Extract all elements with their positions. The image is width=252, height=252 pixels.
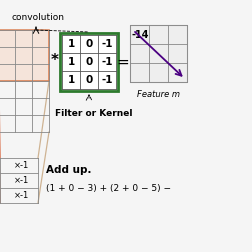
Text: =: = bbox=[117, 54, 129, 70]
Text: 0: 0 bbox=[85, 57, 93, 67]
Text: 1: 1 bbox=[67, 39, 75, 49]
Text: -14: -14 bbox=[132, 29, 149, 40]
Text: 0: 0 bbox=[85, 39, 93, 49]
Text: 1: 1 bbox=[67, 75, 75, 85]
Bar bbox=[60, 33, 118, 91]
Text: ×-1: ×-1 bbox=[13, 191, 29, 200]
Text: convolution: convolution bbox=[12, 14, 65, 22]
Text: -1: -1 bbox=[101, 57, 113, 67]
Text: (1 + 0 − 3) + (2 + 0 − 5) −: (1 + 0 − 3) + (2 + 0 − 5) − bbox=[46, 183, 171, 193]
Text: ×-1: ×-1 bbox=[13, 161, 29, 170]
Text: -1: -1 bbox=[101, 75, 113, 85]
Text: -1: -1 bbox=[101, 39, 113, 49]
Text: 1: 1 bbox=[67, 57, 75, 67]
Text: ×-1: ×-1 bbox=[13, 176, 29, 185]
Text: Feature m: Feature m bbox=[137, 90, 180, 99]
Text: 0: 0 bbox=[85, 75, 93, 85]
Text: Filter or Kernel: Filter or Kernel bbox=[55, 109, 133, 118]
Text: *: * bbox=[51, 53, 59, 68]
Text: Add up.: Add up. bbox=[46, 165, 91, 175]
Bar bbox=[130, 25, 187, 82]
Bar bbox=[0, 30, 49, 81]
